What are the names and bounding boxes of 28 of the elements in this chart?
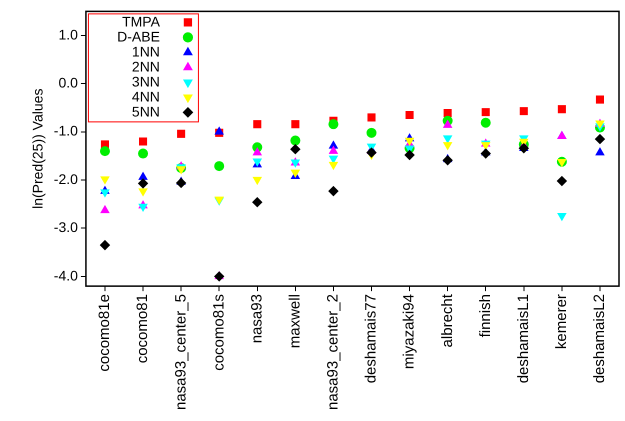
x-tick-label: cocomo81e	[96, 294, 114, 372]
legend-label: TMPA	[122, 13, 161, 30]
x-tick-label: maxwell	[286, 294, 304, 348]
legend-label: 2NN	[132, 58, 160, 74]
x-tick-label: nasa93	[248, 294, 266, 344]
legend-label: 4NN	[132, 88, 160, 104]
legend-label: 3NN	[132, 73, 160, 90]
y-tick-label: -1.0	[54, 122, 78, 139]
legend-label: D-ABE	[117, 28, 160, 44]
x-tick-label: nasa93_center_2	[324, 294, 342, 410]
x-tick-label: deshamaisL2	[591, 294, 608, 384]
legend-label: 5NN	[132, 103, 160, 120]
y-tick-label: -3.0	[54, 219, 78, 236]
legend-label: 1NN	[132, 43, 160, 60]
x-tick-label: nasa93_center_5	[172, 294, 190, 410]
y-tick-label: -4.0	[54, 267, 78, 284]
y-tick-label: 0.0	[58, 74, 78, 91]
x-tick-label: finnish	[476, 294, 494, 338]
y-axis-title: ln(Pred(25)) Values	[29, 88, 46, 209]
y-tick-label: 1.0	[58, 26, 78, 42]
x-tick-label: cocomo81	[134, 294, 152, 364]
x-tick-label: kemerer	[553, 294, 570, 350]
x-tick-label: deshamaisL1	[514, 294, 532, 384]
x-tick-label: miyazaki94	[400, 294, 418, 370]
x-tick-label: cocomo81s	[210, 294, 228, 371]
y-tick-label: -2.0	[54, 170, 78, 187]
x-tick-label: deshamais77	[362, 294, 380, 384]
x-tick-label: albrecht	[438, 293, 456, 348]
